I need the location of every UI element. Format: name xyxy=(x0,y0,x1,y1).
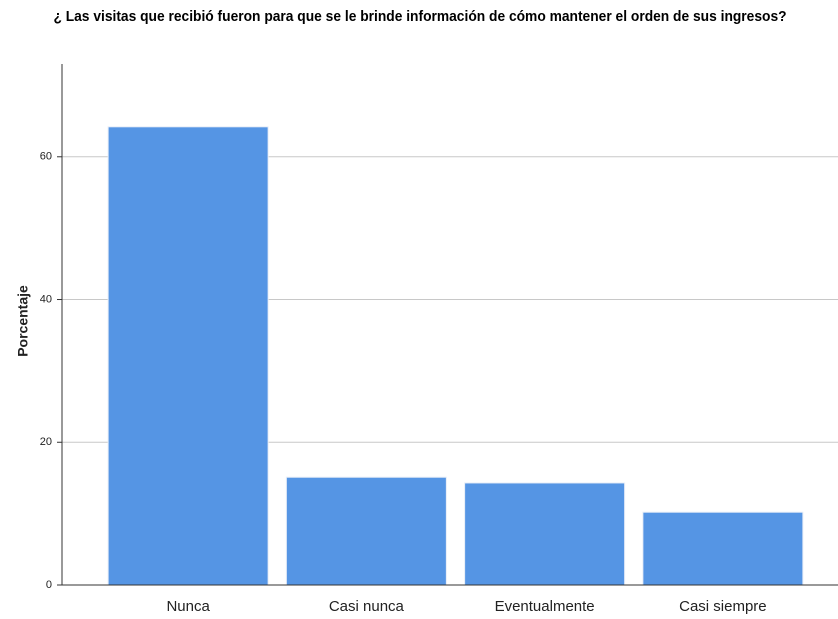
y-axis-label: Porcentaje xyxy=(15,285,31,357)
x-tick-label: Eventualmente xyxy=(495,598,595,615)
bar xyxy=(107,126,269,586)
y-tick-label: 60 xyxy=(40,151,52,163)
y-tick-label: 20 xyxy=(40,436,52,448)
bar xyxy=(285,476,447,586)
bar xyxy=(464,482,626,586)
x-tick-label: Casi siempre xyxy=(679,598,767,615)
x-tick-label: Nunca xyxy=(166,598,210,615)
y-tick-label: 40 xyxy=(40,293,52,305)
y-tick-label: 0 xyxy=(46,579,52,591)
bar xyxy=(642,511,804,586)
chart-title: ¿ Las visitas que recibió fueron para qu… xyxy=(53,8,787,25)
x-tick-label: Casi nunca xyxy=(329,598,405,615)
